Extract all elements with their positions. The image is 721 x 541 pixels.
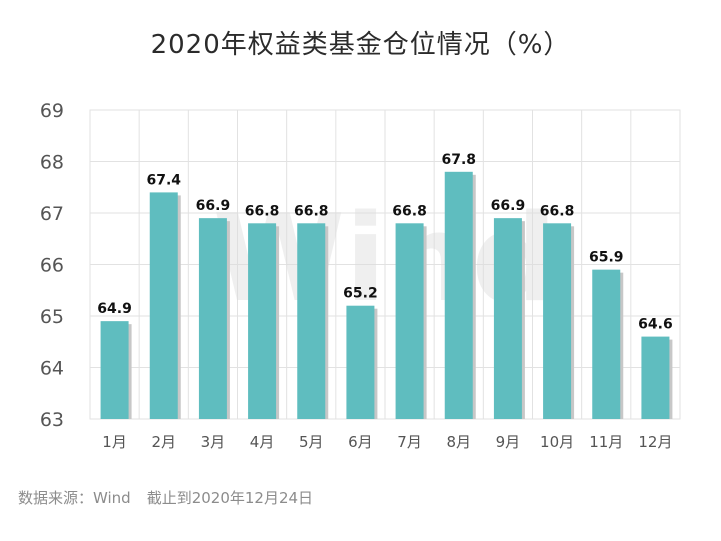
y-tick-label: 65: [40, 306, 64, 328]
x-tick-label: 9月: [496, 433, 521, 451]
bar: [395, 223, 424, 419]
bar: [198, 218, 227, 419]
x-tick-label: 6月: [348, 433, 373, 451]
source-note: 数据来源：Wind 截止到2020年12月24日: [18, 487, 313, 508]
bar: [444, 171, 473, 419]
y-tick-label: 68: [40, 152, 64, 174]
data-label: 66.9: [196, 198, 231, 214]
plot-area: 63646566676869Wind64.91月67.42月66.93月66.8…: [40, 100, 681, 451]
cutoff-date: 截止到2020年12月24日: [146, 489, 314, 507]
data-label: 64.9: [97, 301, 132, 317]
bar: [297, 223, 326, 419]
y-tick-label: 64: [40, 358, 64, 380]
bar: [149, 192, 178, 419]
chart-title: 2020年权益类基金仓位情况（%）: [150, 30, 571, 60]
bar: [248, 223, 277, 419]
x-tick-label: 7月: [397, 433, 422, 451]
y-tick-label: 67: [40, 203, 64, 225]
source-text: 数据来源：Wind: [18, 489, 131, 507]
data-label: 64.6: [638, 317, 673, 333]
x-tick-label: 3月: [201, 433, 226, 451]
x-tick-label: 4月: [250, 433, 275, 451]
x-tick-label: 10月: [540, 433, 574, 451]
bar: [493, 218, 522, 419]
y-tick-label: 69: [40, 100, 64, 122]
y-tick-label: 66: [40, 255, 64, 277]
bar: [346, 305, 375, 419]
data-label: 67.4: [146, 172, 181, 188]
x-tick-label: 11月: [589, 433, 623, 451]
data-label: 66.9: [491, 198, 526, 214]
y-tick-label: 63: [40, 409, 64, 431]
data-label: 66.8: [294, 203, 329, 219]
data-label: 66.8: [392, 203, 427, 219]
x-tick-label: 5月: [299, 433, 324, 451]
x-tick-label: 12月: [638, 433, 672, 451]
bar: [592, 269, 621, 419]
x-tick-label: 8月: [446, 433, 471, 451]
bar: [543, 223, 572, 419]
x-tick-label: 1月: [102, 433, 127, 451]
data-label: 67.8: [441, 152, 476, 168]
data-label: 66.8: [540, 203, 575, 219]
data-label: 66.8: [245, 203, 280, 219]
x-tick-label: 2月: [151, 433, 176, 451]
bar: [100, 321, 129, 419]
data-label: 65.9: [589, 250, 624, 266]
bar: [641, 336, 670, 419]
data-label: 65.2: [343, 286, 378, 302]
